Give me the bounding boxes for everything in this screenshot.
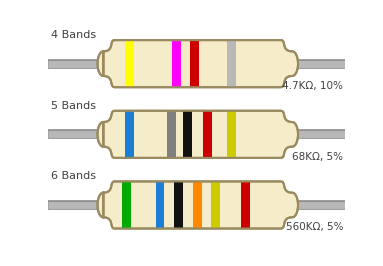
Polygon shape: [98, 111, 298, 158]
Polygon shape: [98, 181, 298, 228]
Bar: [227, 41, 236, 86]
Text: 560KΩ, 5%: 560KΩ, 5%: [286, 222, 343, 232]
Text: 4.7KΩ, 10%: 4.7KΩ, 10%: [282, 81, 343, 91]
Bar: [203, 111, 212, 157]
Bar: [172, 41, 181, 86]
Bar: [125, 111, 134, 157]
Bar: [125, 41, 134, 86]
Bar: [122, 182, 131, 228]
Bar: [183, 111, 192, 157]
Text: 5 Bands: 5 Bands: [51, 101, 96, 111]
Bar: [167, 111, 176, 157]
Bar: [227, 111, 236, 157]
Bar: [211, 182, 220, 228]
Bar: [241, 182, 250, 228]
Text: 4 Bands: 4 Bands: [51, 30, 96, 40]
Bar: [155, 182, 164, 228]
Text: 68KΩ, 5%: 68KΩ, 5%: [292, 152, 343, 162]
Bar: [190, 41, 199, 86]
Polygon shape: [98, 40, 298, 87]
Bar: [174, 182, 183, 228]
Bar: [193, 182, 202, 228]
Text: 6 Bands: 6 Bands: [51, 172, 96, 181]
